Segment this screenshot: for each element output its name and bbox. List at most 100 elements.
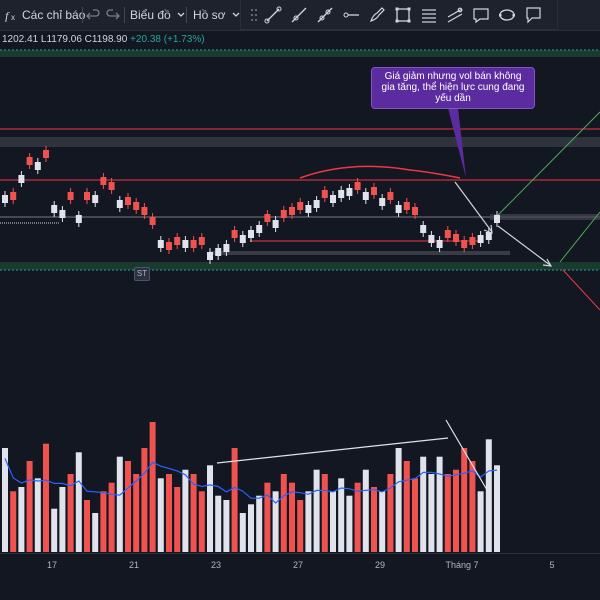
comment-icon[interactable]: [471, 5, 491, 25]
toolbar-divider: [82, 7, 83, 23]
green-trend-line-1: [497, 111, 600, 216]
x-axis-label: 23: [210, 560, 222, 570]
chart-type-label: Biểu đồ: [130, 8, 171, 22]
volume-bar: [18, 487, 25, 552]
candle-body: [182, 240, 189, 248]
volume-bar: [248, 504, 254, 552]
chevron-down-icon: [232, 12, 240, 17]
volume-bar: [84, 500, 90, 552]
volume-bar: [223, 500, 230, 552]
candle-body: [330, 195, 336, 203]
redo-button[interactable]: [106, 0, 120, 30]
volume-bar: [354, 482, 361, 552]
red-trend-line: [562, 269, 600, 311]
candle-body: [133, 202, 140, 210]
fib-retracement-icon[interactable]: [419, 5, 439, 25]
brush-icon[interactable]: [367, 5, 387, 25]
volume-bar: [289, 482, 295, 552]
x-axis-label: 21: [128, 560, 140, 570]
volume-bar: [305, 491, 312, 552]
volume-bar: [412, 478, 418, 552]
svg-text:x: x: [11, 13, 15, 22]
candle-body: [428, 235, 435, 243]
candle-body: [395, 205, 402, 213]
candle-body: [100, 177, 107, 185]
volume-bar: [43, 443, 49, 552]
candle-body: [18, 175, 25, 183]
drawing-toolbar: [240, 0, 558, 30]
volume-bar: [215, 495, 222, 552]
candle-body: [280, 210, 287, 218]
annotation-callout[interactable]: Giá giảm nhưng vol bán không gia tăng, t…: [371, 67, 535, 109]
candle-body: [67, 192, 74, 200]
volume-bar: [313, 469, 320, 552]
volume-bar: [26, 461, 33, 552]
volume-bar: [330, 491, 336, 552]
horizontal-ray-icon[interactable]: [341, 5, 361, 25]
arrow-head-icon: [542, 258, 553, 267]
ellipse-icon[interactable]: [497, 5, 517, 25]
projection-arrow-down: [497, 225, 551, 266]
candle-body: [223, 244, 230, 252]
candle-body: [321, 190, 328, 198]
candle-body: [207, 252, 213, 260]
resistance-zone: [0, 137, 600, 147]
volume-bar: [362, 469, 369, 552]
profile-label: Hồ sơ: [193, 8, 226, 22]
candle-body: [346, 188, 353, 196]
x-axis-label: Tháng 7: [445, 560, 479, 570]
volume-bar: [387, 474, 394, 552]
x-axis-label: 5: [549, 560, 555, 570]
volume-bar: [469, 461, 476, 552]
callout-pointer: [448, 108, 466, 178]
ray-icon[interactable]: [289, 5, 309, 25]
candle-body: [313, 200, 320, 208]
candle-body: [75, 215, 82, 223]
undo-button[interactable]: [86, 0, 100, 30]
volume-bar: [461, 448, 468, 552]
volume-bar: [166, 474, 172, 552]
arrow-head-icon: [483, 224, 493, 234]
chart-type-dropdown[interactable]: Biểu đồ: [130, 0, 186, 30]
callout-icon[interactable]: [523, 5, 543, 25]
candle-body: [338, 190, 345, 198]
parallel-channel-icon[interactable]: [445, 5, 465, 25]
signal-badge[interactable]: ST: [134, 267, 150, 281]
volume-bar: [338, 478, 345, 552]
toolbar-divider: [186, 7, 187, 23]
candle-body: [215, 248, 222, 256]
volume-bar: [2, 448, 8, 552]
green-trend-line-2: [559, 211, 600, 263]
candle-body: [371, 187, 377, 195]
ohlc-values: 1202.41 L1179.06 C1198.90: [2, 34, 128, 45]
candle-body: [198, 237, 205, 245]
volume-bar: [51, 508, 58, 552]
trend-line-icon[interactable]: [263, 5, 283, 25]
volume-bar: [264, 482, 271, 552]
candle-body: [43, 150, 49, 158]
rectangle-icon[interactable]: [393, 5, 413, 25]
candle-body: [461, 240, 468, 248]
volume-bar: [453, 469, 459, 552]
x-axis-label: 29: [374, 560, 386, 570]
volume-bar: [444, 474, 451, 552]
candle-body: [453, 234, 459, 242]
toolbar-divider: [124, 7, 125, 23]
indicators-label: Các chỉ báo: [22, 8, 86, 22]
candle-body: [51, 205, 58, 213]
candle-body: [272, 220, 279, 228]
candle-body: [92, 195, 99, 203]
bottom-support-zone: [0, 262, 600, 270]
candle-body: [256, 225, 263, 233]
profile-dropdown[interactable]: Hồ sơ: [193, 0, 241, 30]
extended-line-icon[interactable]: [315, 5, 335, 25]
candle-body: [248, 230, 254, 238]
volume-bar: [198, 491, 205, 552]
drag-handle-icon[interactable]: [244, 5, 264, 25]
candle-body: [149, 217, 156, 225]
top-support-zone: [0, 50, 600, 57]
volume-bar: [231, 448, 238, 552]
